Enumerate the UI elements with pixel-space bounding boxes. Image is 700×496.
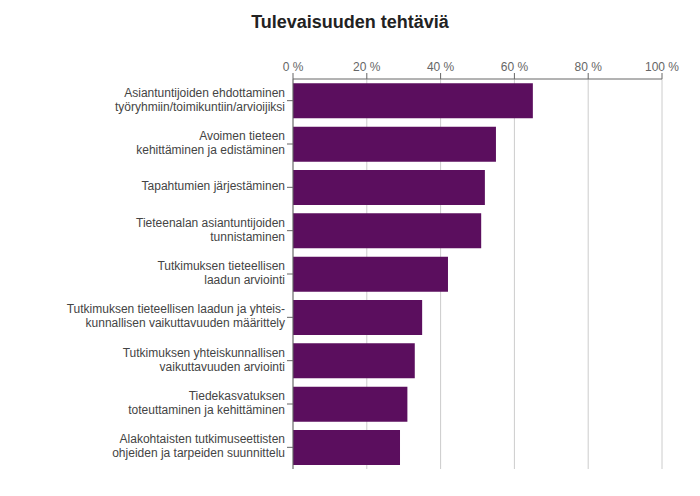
- svg-text:Tapahtumien järjestäminen: Tapahtumien järjestäminen: [142, 180, 285, 194]
- svg-text:Tutkimuksen tieteellisen laadu: Tutkimuksen tieteellisen laadun ja yhtei…: [67, 303, 285, 331]
- svg-text:Tutkimuksen tieteellisenlaadun: Tutkimuksen tieteellisenlaadun arviointi: [157, 259, 285, 287]
- svg-text:Tiedekasvatuksentoteuttaminen: Tiedekasvatuksentoteuttaminen ja kehittä…: [128, 389, 285, 417]
- svg-text:Tieteenalan asiantuntijoidentu: Tieteenalan asiantuntijoidentunnistamine…: [136, 216, 285, 244]
- svg-text:60 %: 60 %: [501, 60, 529, 74]
- svg-text:Avoimen tieteenkehittäminen ja: Avoimen tieteenkehittäminen ja edistämin…: [136, 129, 285, 157]
- svg-text:20 %: 20 %: [353, 60, 381, 74]
- svg-text:Tutkimuksen yhteiskunnallisenv: Tutkimuksen yhteiskunnallisenvaikuttavuu…: [123, 346, 285, 374]
- svg-text:80 %: 80 %: [575, 60, 603, 74]
- html-text:Tulevaisuuden tehtäviä: Tulevaisuuden tehtäviä: [251, 12, 449, 32]
- svg-text:40 %: 40 %: [427, 60, 455, 74]
- svg-text:Asiantuntijoiden ehdottaminent: Asiantuntijoiden ehdottaminentyöryhmiin/…: [115, 86, 285, 114]
- svg-text:Alakohtaisten tutkimuseettiste: Alakohtaisten tutkimuseettistenohjeiden …: [112, 433, 285, 461]
- svg-text:100 %: 100 %: [645, 60, 679, 74]
- svg-text:0 %: 0 %: [283, 60, 304, 74]
